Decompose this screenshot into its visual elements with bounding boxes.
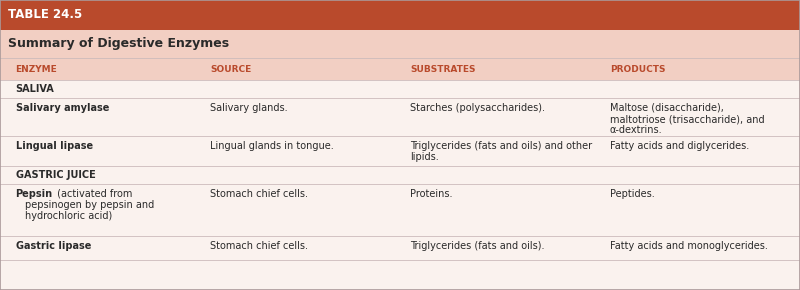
Text: lipids.: lipids. <box>410 152 438 162</box>
Text: Peptides.: Peptides. <box>610 189 654 199</box>
Text: Gastric lipase: Gastric lipase <box>16 241 91 251</box>
Bar <box>0 0 800 30</box>
Bar <box>0 80 800 98</box>
Text: Proteins.: Proteins. <box>410 189 453 199</box>
Text: Maltose (disaccharide),: Maltose (disaccharide), <box>610 103 724 113</box>
Text: SOURCE: SOURCE <box>210 64 251 73</box>
Text: Pepsin: Pepsin <box>16 189 53 199</box>
Bar <box>0 136 800 166</box>
Text: Fatty acids and monoglycerides.: Fatty acids and monoglycerides. <box>610 241 768 251</box>
Text: Salivary glands.: Salivary glands. <box>210 103 288 113</box>
Text: (activated from: (activated from <box>54 189 132 199</box>
Text: ENZYME: ENZYME <box>16 64 58 73</box>
Text: Stomach chief cells.: Stomach chief cells. <box>210 241 308 251</box>
Text: α-dextrins.: α-dextrins. <box>610 125 662 135</box>
Text: Stomach chief cells.: Stomach chief cells. <box>210 189 308 199</box>
Text: Summary of Digestive Enzymes: Summary of Digestive Enzymes <box>8 37 229 50</box>
Bar <box>0 58 800 80</box>
Text: Triglycerides (fats and oils).: Triglycerides (fats and oils). <box>410 241 545 251</box>
Text: Lingual glands in tongue.: Lingual glands in tongue. <box>210 141 334 151</box>
Text: SALIVA: SALIVA <box>16 84 54 94</box>
Bar <box>0 184 800 236</box>
Text: Salivary amylase: Salivary amylase <box>16 103 109 113</box>
Bar <box>0 30 800 58</box>
Bar <box>0 98 800 136</box>
Text: Lingual lipase: Lingual lipase <box>16 141 93 151</box>
Text: SUBSTRATES: SUBSTRATES <box>410 64 475 73</box>
Text: GASTRIC JUICE: GASTRIC JUICE <box>16 170 95 180</box>
Text: maltotriose (trisaccharide), and: maltotriose (trisaccharide), and <box>610 114 765 124</box>
Text: TABLE 24.5: TABLE 24.5 <box>8 8 82 21</box>
Text: Fatty acids and diglycerides.: Fatty acids and diglycerides. <box>610 141 750 151</box>
Text: hydrochloric acid): hydrochloric acid) <box>25 211 112 221</box>
Text: PRODUCTS: PRODUCTS <box>610 64 666 73</box>
Text: Starches (polysaccharides).: Starches (polysaccharides). <box>410 103 545 113</box>
Text: Triglycerides (fats and oils) and other: Triglycerides (fats and oils) and other <box>410 141 592 151</box>
Bar <box>0 236 800 260</box>
Text: pepsinogen by pepsin and: pepsinogen by pepsin and <box>25 200 154 210</box>
Bar <box>0 166 800 184</box>
